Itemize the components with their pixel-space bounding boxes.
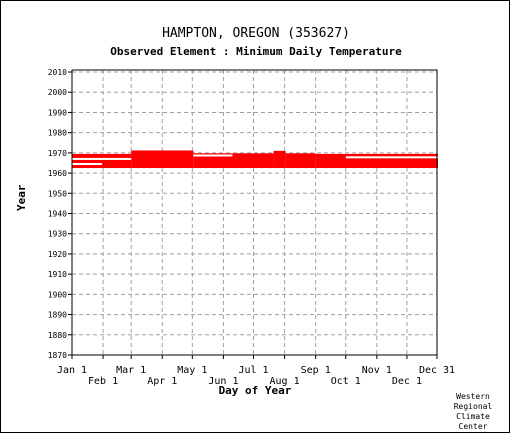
y-tick-label: 1890 (48, 311, 67, 320)
data-gap (72, 162, 103, 165)
x-tick-label: Sep 1 (301, 365, 331, 376)
credit-line: Center (458, 422, 488, 431)
x-tick-label: Jan 1 (57, 365, 87, 376)
credit-line: Regional (453, 402, 493, 411)
y-tick-label: 2010 (48, 68, 67, 77)
chart-title: HAMPTON, OREGON (353627) (162, 26, 350, 41)
x-tick-label: Jun 1 (208, 376, 238, 387)
y-tick-label: 1960 (48, 169, 67, 178)
data-block (72, 153, 132, 169)
x-axis-label: Day of Year (218, 384, 292, 397)
y-tick-label: 1900 (48, 290, 67, 299)
data-gap (193, 154, 233, 157)
x-tick-label: Jul 1 (238, 365, 268, 376)
y-tick-label: 1870 (48, 351, 67, 360)
credit-text: Western Regional Climate Center (448, 392, 498, 432)
x-tick-label: Mar 1 (116, 365, 146, 376)
chart-subtitle: Observed Element : Minimum Daily Tempera… (110, 45, 402, 58)
data-block (315, 153, 439, 169)
x-tick-label: Dec 1 (392, 376, 422, 387)
data-block (285, 153, 316, 169)
y-tick-label: 1910 (48, 270, 67, 279)
x-tick-label: Oct 1 (331, 376, 361, 387)
y-tick-label: 2000 (48, 88, 67, 97)
y-tick-label: 1880 (48, 331, 67, 340)
data-block (193, 153, 274, 169)
y-axis-label: Year (15, 184, 28, 212)
data-block (131, 150, 194, 169)
data-block (273, 150, 286, 169)
y-tick-label: 1990 (48, 108, 67, 117)
data-gap (345, 156, 439, 159)
y-tick-label: 1940 (48, 210, 67, 219)
y-tick-label: 1950 (48, 189, 67, 198)
y-tick-label: 1920 (48, 250, 67, 259)
data-gap (72, 157, 132, 160)
y-tick-label: 1970 (48, 149, 67, 158)
credit-line: Climate (456, 412, 490, 421)
y-tick-label: 1980 (48, 129, 67, 138)
plot-area (72, 70, 437, 355)
x-tick-label: May 1 (177, 365, 207, 376)
x-tick-label: Apr 1 (147, 376, 177, 387)
x-tick-label: Dec 31 (419, 365, 455, 376)
x-tick-label: Nov 1 (362, 365, 392, 376)
x-tick-label: Aug 1 (270, 376, 300, 387)
x-tick-label: Feb 1 (88, 376, 118, 387)
plot-border (71, 69, 438, 356)
y-tick-label: 1930 (48, 230, 67, 239)
credit-line: Western (456, 392, 490, 401)
